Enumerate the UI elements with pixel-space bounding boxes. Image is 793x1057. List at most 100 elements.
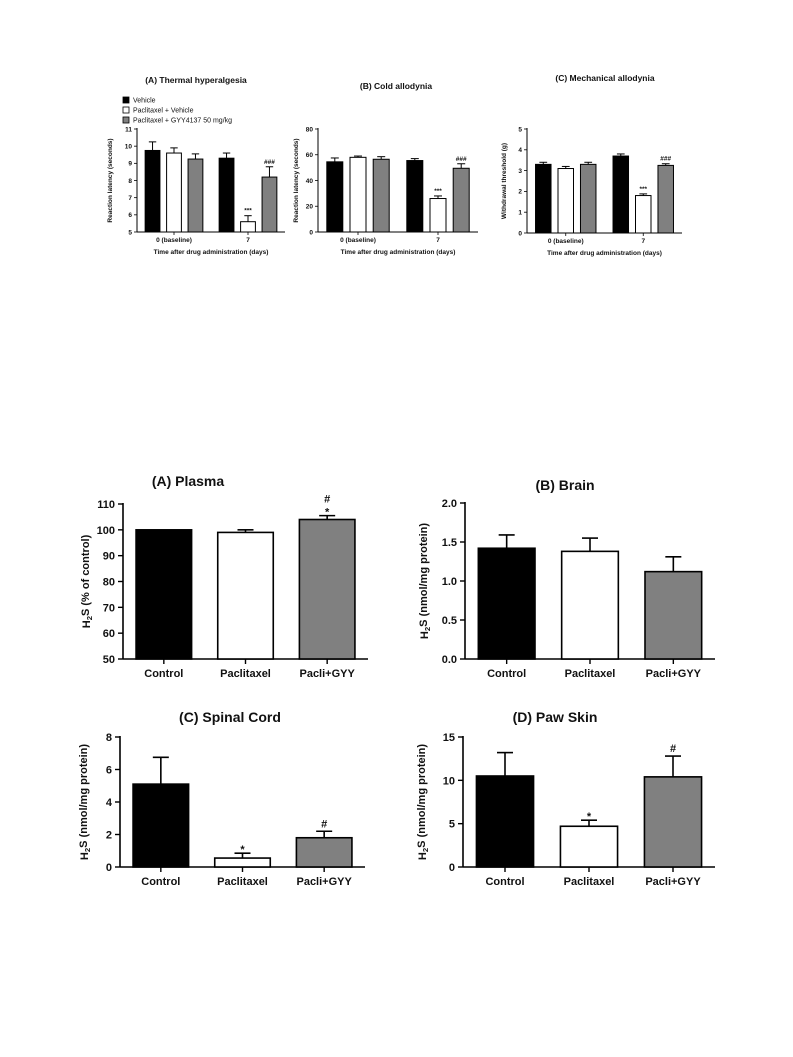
y-tick-label: 1 [518, 210, 522, 217]
bar-paclitaxel [213, 857, 272, 868]
y-tick-label: 6 [106, 765, 112, 777]
chart-title: (C) Mechanical allodynia [555, 73, 654, 83]
bar-pacli-gyy [295, 836, 353, 868]
x-axis-label: Time after drug administration (days) [154, 249, 269, 256]
significance-label: # [324, 494, 330, 506]
x-tick-label: Pacli+GYY [296, 876, 352, 888]
bar-vehicle [535, 163, 552, 234]
significance-label: *** [434, 188, 442, 195]
y-tick-label: 60 [103, 628, 115, 640]
significance-label: * [587, 811, 592, 823]
y-tick-label: 9 [128, 161, 132, 168]
bar-paclitaxel-gyy4137-50-mg-kg [657, 164, 674, 234]
x-tick-label: Paclitaxel [564, 876, 615, 888]
bar-paclitaxel-gyy4137-50-mg-kg [187, 158, 204, 233]
chart-title: (B) Cold allodynia [360, 81, 433, 91]
legend-swatch [122, 96, 130, 104]
chart-title: (A) Thermal hyperalgesia [145, 75, 247, 85]
bar-vehicle [326, 161, 344, 233]
x-tick-label: 7 [641, 238, 645, 245]
bar-vehicle [144, 149, 161, 233]
significance-label: ### [264, 159, 275, 166]
bar-vehicle [612, 155, 630, 234]
significance-label: # [670, 743, 676, 755]
y-tick-label: 80 [306, 126, 314, 133]
y-tick-label: 60 [306, 152, 314, 159]
bar-paclitaxel-vehicle [429, 198, 447, 233]
y-tick-label: 6 [128, 212, 132, 219]
x-axis-label: Time after drug administration (days) [547, 250, 662, 257]
significance-label: *** [244, 208, 252, 215]
bar-paclitaxel-vehicle [557, 168, 574, 234]
legend-swatch [122, 106, 130, 114]
y-axis-label: H2S (nmol/mg protein) [416, 744, 430, 860]
y-tick-label: 50 [103, 654, 115, 666]
bar-paclitaxel-gyy4137-50-mg-kg [579, 163, 597, 234]
x-tick-label: 0 (baseline) [548, 238, 584, 245]
y-tick-label: 100 [97, 525, 115, 537]
bar-paclitaxel-gyy4137-50-mg-kg [452, 167, 470, 233]
y-axis-label: Withdrawal threshold (g) [501, 143, 508, 219]
chart-title: (A) Plasma [152, 473, 225, 489]
y-tick-label: 0.5 [442, 615, 457, 627]
y-tick-label: 2 [106, 830, 112, 842]
significance-label: *** [639, 186, 647, 193]
chart-F: (C) Spinal Cord 0 2 4 6 8 H2S (nmol/mg protein… [78, 709, 365, 888]
x-tick-label: Pacli+GYY [299, 668, 355, 680]
x-tick-label: Pacli+GYY [645, 876, 701, 888]
bar-paclitaxel-vehicle [635, 195, 652, 234]
legend-label: Paclitaxel + GYY4137 50 mg/kg [133, 118, 232, 125]
significance-label: * [325, 507, 330, 519]
y-tick-label: 0.0 [442, 654, 457, 666]
y-tick-label: 15 [443, 732, 455, 744]
y-axis-label: H2S (nmol/mg protein) [418, 523, 432, 639]
chart-D: (A) Plasma 50 60 70 80 90 100 110 H2S (% of cont… [80, 473, 368, 680]
x-tick-label: 0 (baseline) [340, 237, 376, 244]
legend-label: Vehicle [133, 98, 156, 105]
x-tick-label: Paclitaxel [220, 668, 271, 680]
chart-title: (B) Brain [535, 477, 594, 493]
y-tick-label: 1.0 [442, 576, 457, 588]
y-axis-label: H2S (% of control) [80, 534, 94, 628]
x-tick-label: Control [144, 668, 183, 680]
y-tick-label: 1.5 [442, 537, 457, 549]
x-tick-label: Pacli+GYY [646, 668, 702, 680]
y-tick-label: 5 [518, 126, 522, 133]
x-tick-label: Control [485, 876, 524, 888]
y-axis-label: Reaction latency (seconds) [293, 138, 300, 222]
y-tick-label: 80 [103, 577, 115, 589]
y-tick-label: 90 [103, 551, 115, 563]
significance-label: * [240, 844, 245, 856]
charts: (A) Thermal hyperalgesia567891011Reactio… [78, 73, 715, 888]
y-tick-label: 70 [103, 602, 115, 614]
y-tick-label: 110 [97, 499, 115, 511]
y-tick-label: 3 [518, 168, 522, 175]
y-tick-label: 10 [443, 775, 455, 787]
y-tick-label: 7 [128, 195, 132, 202]
chart-A: (A) Thermal hyperalgesia 5 6 7 8 9 10 11 Reactio… [107, 75, 285, 256]
chart-title: (C) Spinal Cord [179, 709, 281, 725]
legend-label: Paclitaxel + Vehicle [133, 108, 194, 115]
chart-title: (D) Paw Skin [513, 709, 598, 725]
y-tick-label: 8 [106, 732, 112, 744]
chart-E: (B) Brain 0.0 0.5 1.0 1.5 2.0 H2S (nmol/mg pro… [418, 477, 715, 680]
y-tick-label: 5 [128, 229, 132, 236]
y-tick-label: 5 [449, 819, 455, 831]
legend-swatch [122, 116, 130, 124]
x-axis-label: Time after drug administration (days) [341, 249, 456, 256]
x-tick-label: Paclitaxel [565, 668, 616, 680]
bar-vehicle [218, 157, 235, 233]
significance-label: ### [456, 156, 467, 163]
bar-paclitaxel-gyy4137-50-mg-kg [372, 158, 390, 233]
bar-control [135, 529, 193, 660]
bar-paclitaxel-gyy4137-50-mg-kg [261, 176, 278, 233]
x-tick-label: Control [141, 876, 180, 888]
x-tick-label: 0 (baseline) [156, 237, 192, 244]
y-tick-label: 0 [106, 862, 112, 874]
x-tick-label: 7 [246, 237, 250, 244]
bar-paclitaxel-vehicle [349, 156, 367, 233]
bar-paclitaxel [559, 825, 619, 868]
y-tick-label: 40 [306, 178, 314, 185]
y-axis-label: Reaction latency (seconds) [107, 138, 114, 222]
